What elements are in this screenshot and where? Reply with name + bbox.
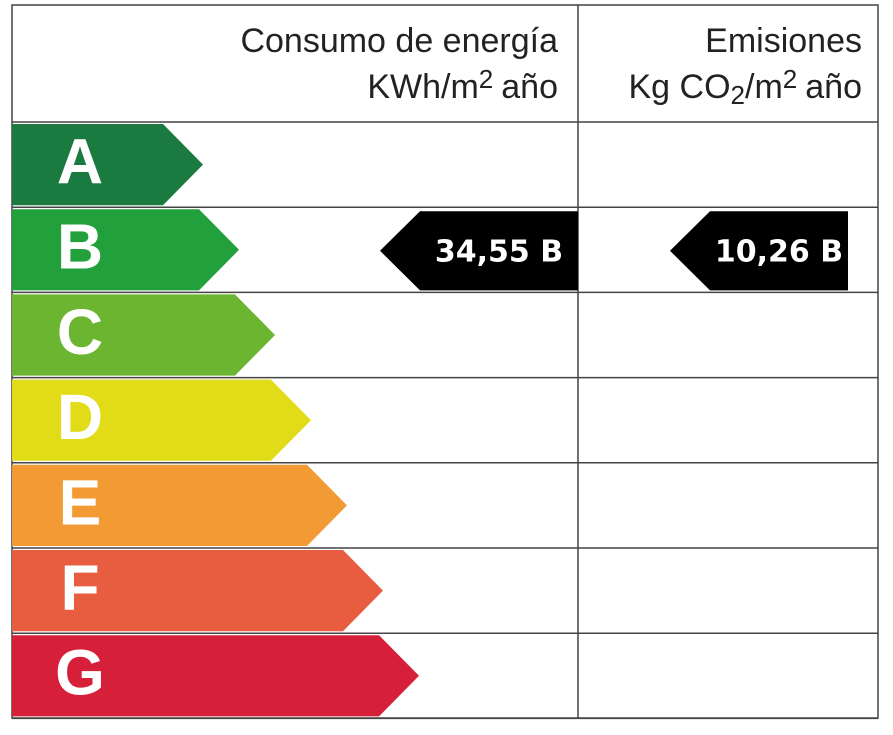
unit-sup: 2 bbox=[479, 64, 493, 94]
rating-letter: F bbox=[60, 552, 99, 624]
value-label: 34,55 B bbox=[435, 234, 563, 269]
rating-arrow bbox=[12, 209, 239, 291]
unit-part: /m bbox=[745, 68, 783, 106]
unit-part: año bbox=[501, 68, 558, 106]
unit-part: año bbox=[805, 68, 862, 106]
emissions-unit: Kg CO2/m2 año bbox=[629, 64, 863, 110]
consumption-unit: KWh/m2 año bbox=[367, 64, 558, 106]
rating-letter: G bbox=[55, 637, 105, 709]
rating-arrow bbox=[12, 294, 275, 376]
rating-arrow bbox=[12, 379, 311, 461]
rating-letter: C bbox=[57, 296, 103, 368]
rating-letter: E bbox=[59, 466, 102, 538]
unit-sub: 2 bbox=[731, 80, 745, 110]
rating-arrow bbox=[12, 635, 419, 717]
rating-letter: D bbox=[57, 381, 103, 453]
unit-sup: 2 bbox=[783, 64, 797, 94]
value-pointer bbox=[380, 211, 578, 291]
rating-arrow bbox=[12, 464, 347, 546]
rating-letter: A bbox=[57, 126, 103, 198]
rating-letter: B bbox=[57, 211, 103, 283]
consumption-title: Consumo de energía bbox=[240, 22, 558, 60]
value-pointer bbox=[670, 211, 848, 291]
value-label: 10,26 B bbox=[715, 234, 843, 269]
unit-part: KWh/m bbox=[367, 68, 478, 106]
rating-arrow bbox=[12, 124, 203, 206]
unit-part: Kg CO bbox=[629, 68, 731, 106]
emissions-title: Emisiones bbox=[705, 22, 862, 60]
rating-arrow bbox=[12, 550, 383, 632]
